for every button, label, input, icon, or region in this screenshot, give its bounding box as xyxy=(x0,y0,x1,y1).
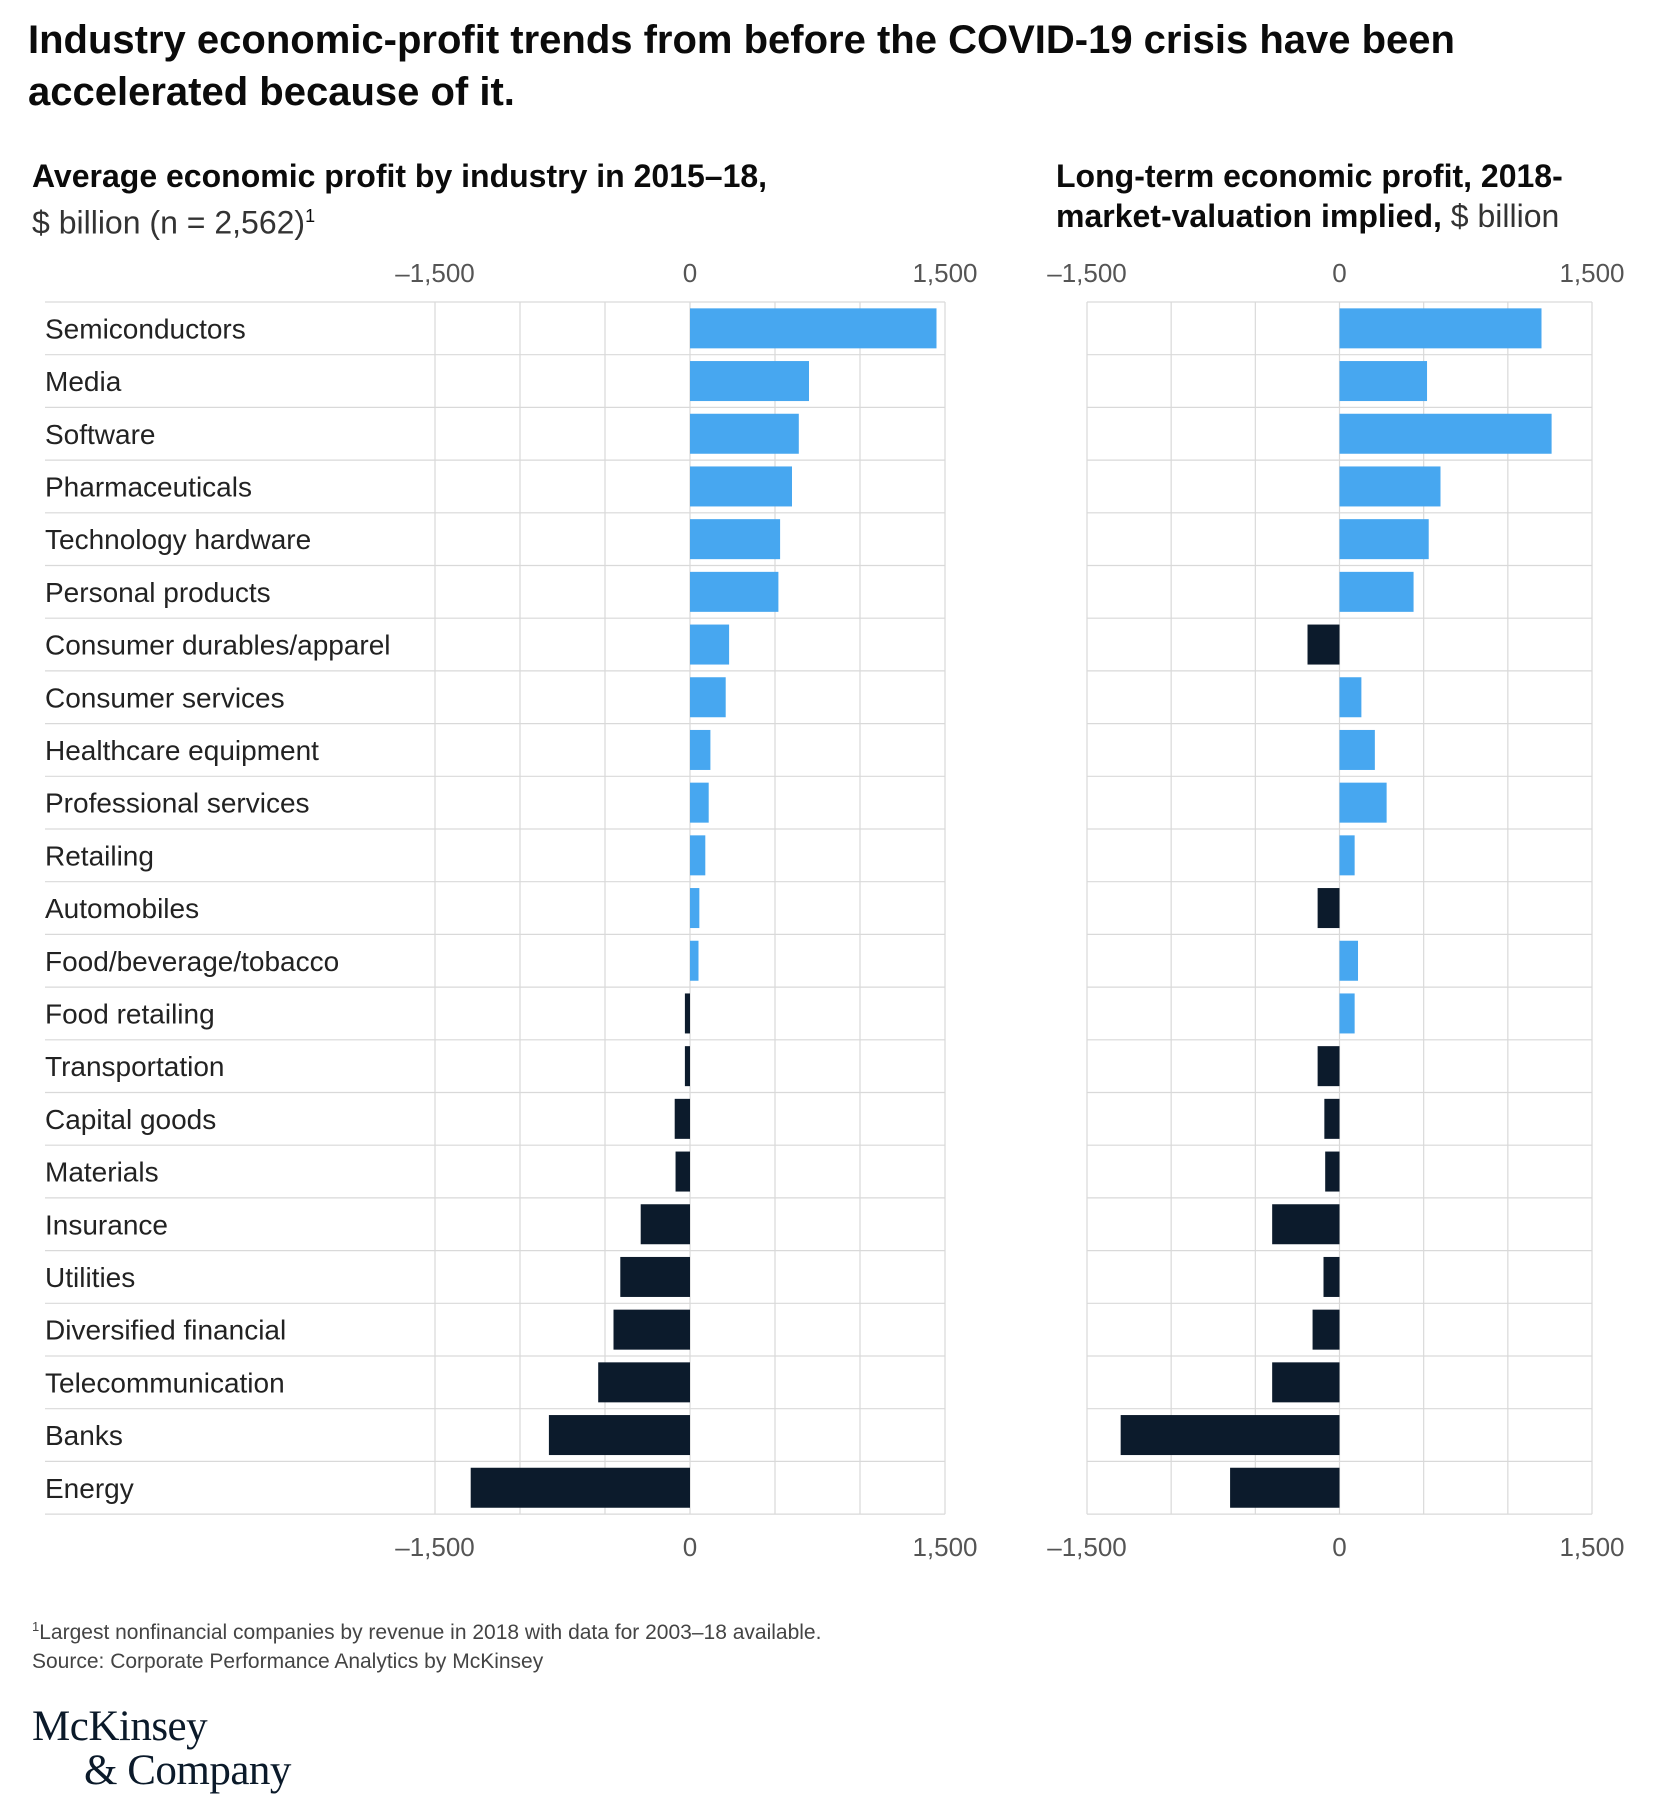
category-label: Diversified financial xyxy=(45,1315,286,1346)
right-bar xyxy=(1339,782,1387,823)
left-bar xyxy=(690,782,709,823)
footnote-text: Largest nonfinancial companies by revenu… xyxy=(39,1621,822,1644)
right-bar xyxy=(1339,993,1355,1034)
right-bar xyxy=(1317,1046,1340,1087)
left-bar xyxy=(690,624,730,665)
left-bar xyxy=(690,519,781,560)
left-bar xyxy=(684,1046,690,1087)
right-bar xyxy=(1120,1415,1340,1456)
left-chart-subtitle: Average economic profit by industry in 2… xyxy=(32,156,852,243)
right-bottom-tick-label: –1,500 xyxy=(1047,1532,1127,1562)
right-bar xyxy=(1339,413,1552,454)
right-bar xyxy=(1272,1204,1340,1245)
category-label: Food/beverage/tobacco xyxy=(45,946,339,977)
right-top-tick-label: –1,500 xyxy=(1047,258,1127,288)
right-bar xyxy=(1339,308,1542,349)
right-bar xyxy=(1325,1151,1340,1192)
left-bar xyxy=(613,1309,690,1350)
right-bar xyxy=(1339,361,1428,402)
category-label: Energy xyxy=(45,1473,134,1504)
right-top-tick-label: 0 xyxy=(1332,258,1346,288)
left-chart-unit: $ billion (n = 2,562) xyxy=(32,204,306,241)
category-label: Technology hardware xyxy=(45,524,311,555)
left-bar xyxy=(690,677,726,718)
left-bottom-tick-label: –1,500 xyxy=(395,1532,475,1562)
left-bar xyxy=(675,1151,690,1192)
left-bar xyxy=(690,466,792,507)
footnote-number: 1 xyxy=(32,1619,40,1634)
category-label: Consumer durables/apparel xyxy=(45,630,391,661)
left-bar xyxy=(690,729,711,770)
category-label: Personal products xyxy=(45,577,271,608)
category-label: Media xyxy=(45,366,122,397)
category-label: Professional services xyxy=(45,788,310,819)
left-chart-title: Average economic profit by industry in 2… xyxy=(32,158,768,194)
category-label: Automobiles xyxy=(45,893,199,924)
category-label: Capital goods xyxy=(45,1104,216,1135)
left-bar xyxy=(640,1204,690,1245)
category-label: Insurance xyxy=(45,1209,168,1240)
right-bar xyxy=(1339,677,1362,718)
right-bar xyxy=(1339,729,1375,770)
left-bar xyxy=(690,888,700,929)
left-bar xyxy=(598,1362,690,1403)
category-label: Pharmaceuticals xyxy=(45,471,252,502)
category-label: Semiconductors xyxy=(45,313,246,344)
left-bar xyxy=(690,308,937,349)
footnote: 1Largest nonfinancial companies by reven… xyxy=(32,1612,1432,1676)
right-bottom-tick-label: 1,500 xyxy=(1559,1532,1624,1562)
left-bar xyxy=(620,1256,690,1297)
right-bar xyxy=(1323,1256,1340,1297)
right-bar xyxy=(1339,519,1429,560)
category-label: Consumer services xyxy=(45,682,285,713)
logo-line-1: McKinsey xyxy=(32,1703,208,1750)
category-label: Banks xyxy=(45,1420,123,1451)
right-chart-subtitle: Long-term economic profit, 2018-market-v… xyxy=(1056,156,1656,236)
right-bar xyxy=(1307,624,1340,665)
left-bar xyxy=(690,571,779,612)
right-chart-title: Long-term economic profit, 2018-market-v… xyxy=(1056,158,1563,234)
right-bar xyxy=(1324,1098,1340,1139)
category-label: Retailing xyxy=(45,840,154,871)
right-bar xyxy=(1317,888,1340,929)
right-top-tick-label: 1,500 xyxy=(1559,258,1624,288)
category-label: Transportation xyxy=(45,1051,225,1082)
footnote-marker: 1 xyxy=(305,206,316,226)
left-bottom-tick-label: 0 xyxy=(683,1532,697,1562)
left-top-tick-label: 1,500 xyxy=(912,258,977,288)
left-bar xyxy=(690,940,699,981)
category-label: Utilities xyxy=(45,1262,135,1293)
page-title: Industry economic-profit trends from bef… xyxy=(28,18,1455,114)
right-bar xyxy=(1272,1362,1340,1403)
category-label: Healthcare equipment xyxy=(45,735,319,766)
left-bar xyxy=(684,993,690,1034)
source-note: Source: Corporate Performance Analytics … xyxy=(32,1650,544,1673)
category-label: Software xyxy=(45,419,156,450)
left-bar xyxy=(690,835,706,876)
left-bar xyxy=(548,1415,690,1456)
right-bar xyxy=(1339,571,1414,612)
logo-line-2: & Company xyxy=(84,1747,291,1794)
right-bar xyxy=(1339,466,1441,507)
right-bar xyxy=(1312,1309,1340,1350)
left-bar xyxy=(470,1467,690,1508)
right-bar xyxy=(1230,1467,1340,1508)
left-top-tick-label: 0 xyxy=(683,258,697,288)
left-bar xyxy=(690,413,799,454)
mckinsey-logo: McKinsey & Company xyxy=(32,1705,291,1793)
right-bar xyxy=(1339,835,1355,876)
right-chart-unit: $ billion xyxy=(1450,198,1560,234)
category-label: Food retailing xyxy=(45,998,215,1029)
left-bar xyxy=(674,1098,690,1139)
left-bottom-tick-label: 1,500 xyxy=(912,1532,977,1562)
right-bottom-tick-label: 0 xyxy=(1332,1532,1346,1562)
category-label: Telecommunication xyxy=(45,1367,285,1398)
right-bar xyxy=(1339,940,1359,981)
left-bar xyxy=(690,361,809,402)
category-label: Materials xyxy=(45,1157,159,1188)
left-top-tick-label: –1,500 xyxy=(395,258,475,288)
